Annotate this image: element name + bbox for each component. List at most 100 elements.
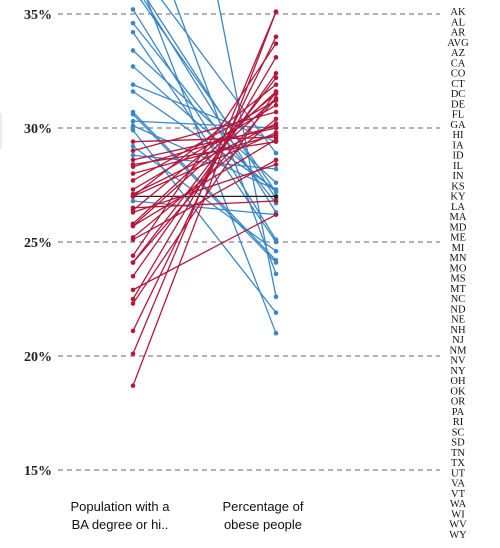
legend-item-ks[interactable]: KS <box>451 181 465 192</box>
legend-item-ct[interactable]: CT <box>451 79 465 90</box>
point-il-ba <box>130 82 136 87</box>
legend-item-wa[interactable]: WA <box>450 499 467 510</box>
legend-item-wy[interactable]: WY <box>449 530 467 541</box>
point-wv-obese <box>273 9 279 15</box>
series-line-sd <box>132 131 277 197</box>
legend-item-dc[interactable]: DC <box>451 89 466 100</box>
legend-item-nj[interactable]: NJ <box>452 335 464 346</box>
point-wv-ba <box>130 383 136 388</box>
series-line-pa <box>132 127 277 161</box>
y-tick-label: 35% <box>24 8 52 23</box>
legend-item-or[interactable]: OR <box>451 397 466 408</box>
legend-item-co[interactable]: CO <box>451 69 466 80</box>
category-labels: Population with a BA degree or hi.. Percen… <box>70 499 303 532</box>
series-line-ms <box>132 11 277 354</box>
series-points <box>130 7 279 388</box>
legend-item-nm[interactable]: NM <box>450 345 468 356</box>
legend-item-fl[interactable]: FL <box>452 110 464 121</box>
series-line-tn <box>132 43 277 257</box>
legend-item-pa[interactable]: PA <box>452 407 465 418</box>
legend-item-mn[interactable]: MN <box>450 253 467 264</box>
series-line-ma <box>173 0 277 275</box>
legend-item-mo[interactable]: MO <box>450 263 467 274</box>
point-co-obese <box>273 330 279 336</box>
point-al-ba <box>130 273 136 279</box>
legend-item-mi[interactable]: MI <box>452 243 465 254</box>
series-line-mn <box>132 50 277 184</box>
point-tn-obese <box>273 41 279 46</box>
series-line-wv <box>132 11 277 386</box>
legend-item-nv[interactable]: NV <box>450 356 466 367</box>
legend-item-ia[interactable]: IA <box>452 140 463 151</box>
legend-item-md[interactable]: MD <box>450 222 467 233</box>
legend-item-ca[interactable]: CA <box>451 58 466 69</box>
legend-item-ne[interactable]: NE <box>451 315 465 326</box>
legend-item-ut[interactable]: UT <box>451 468 466 479</box>
legend-item-wv[interactable]: WV <box>449 520 467 531</box>
point-ok-obese <box>273 75 279 81</box>
legend-item-nc[interactable]: NC <box>451 294 466 305</box>
legend-item-mt[interactable]: MT <box>450 284 466 295</box>
y-tick-label: 25% <box>24 236 52 251</box>
legend-item-wi[interactable]: WI <box>451 509 465 520</box>
point-sc-ba <box>130 221 136 227</box>
series-line-de <box>132 111 277 152</box>
legend-item-sd[interactable]: SD <box>451 438 465 449</box>
legend-item-hi[interactable]: HI <box>452 130 464 141</box>
legend-item-az[interactable]: AZ <box>451 48 465 59</box>
legend-item-ga[interactable]: GA <box>450 120 466 131</box>
legend-item-la[interactable]: LA <box>451 202 465 213</box>
legend-item-vt[interactable]: VT <box>451 489 466 500</box>
legend-item-ny[interactable]: NY <box>450 366 466 377</box>
legend-item-ri[interactable]: RI <box>453 417 464 428</box>
category-label: Population with a BA degree or hi.. <box>70 499 170 532</box>
series-line-mo <box>132 122 277 195</box>
point-mt-obese <box>273 248 279 254</box>
point-hi-ba <box>130 127 136 133</box>
point-oh-ba <box>130 235 136 240</box>
point-me-obese <box>273 166 279 172</box>
point-ar-ba <box>130 328 136 334</box>
legend-item-id[interactable]: ID <box>452 151 463 162</box>
series-line-az <box>132 200 277 209</box>
legend-item-al[interactable]: AL <box>451 17 465 28</box>
point-vt-ba <box>130 7 136 12</box>
legend-item-ky[interactable]: KY <box>450 192 466 203</box>
point-ar-obese <box>273 34 279 40</box>
series-line-nc <box>132 141 277 166</box>
point-me-ba <box>130 153 136 158</box>
legend-item-ar[interactable]: AR <box>451 28 466 39</box>
legend-item-tn[interactable]: TN <box>451 448 465 459</box>
legend-item-ms[interactable]: MS <box>450 274 465 285</box>
legend-item-me[interactable]: ME <box>450 233 466 244</box>
point-al-obese <box>273 70 279 76</box>
point-pa-ba <box>130 157 136 163</box>
legend-item-tx[interactable]: TX <box>451 458 465 469</box>
legend-item-avg[interactable]: AVG <box>447 38 469 49</box>
point-de-ba <box>130 148 136 154</box>
series-line-ga <box>132 125 277 168</box>
legend-item-il[interactable]: IL <box>453 161 463 172</box>
legend-item-nh[interactable]: NH <box>450 325 466 336</box>
legend-item-de[interactable]: DE <box>451 99 465 110</box>
point-mn-obese <box>273 180 279 186</box>
legend-item-va[interactable]: VA <box>451 479 465 490</box>
point-or-ba <box>130 123 136 129</box>
series-line-ia <box>132 97 277 227</box>
point-oh-obese <box>273 116 279 122</box>
legend-item-in[interactable]: IN <box>452 171 463 182</box>
legend-item-ak[interactable]: AK <box>450 7 466 18</box>
legend-item-ok[interactable]: OK <box>450 386 466 397</box>
legend-item-ma[interactable]: MA <box>450 212 467 223</box>
point-nd-obese <box>273 102 279 108</box>
legend-item-sc[interactable]: SC <box>452 427 465 438</box>
point-ri-ba <box>130 89 136 94</box>
point-mt-ba <box>130 143 136 149</box>
point-nm-obese <box>273 162 279 167</box>
point-ma-obese <box>273 271 279 277</box>
point-ut-ba <box>130 112 136 117</box>
legend-item-nd[interactable]: ND <box>450 304 466 315</box>
series-line-wa <box>132 65 277 193</box>
legend-item-oh[interactable]: OH <box>450 376 466 387</box>
